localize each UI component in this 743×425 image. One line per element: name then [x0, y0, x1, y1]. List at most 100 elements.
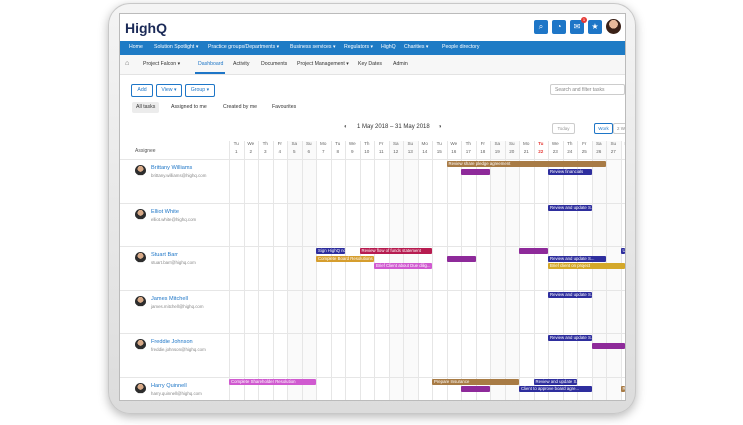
assignee-email: stuart.barr@highq.com [151, 260, 196, 265]
day-number-label: 4 [278, 149, 282, 154]
avatar [135, 208, 146, 220]
task-bar[interactable] [446, 255, 476, 262]
today-button[interactable]: Today [552, 123, 575, 134]
task-bar[interactable]: Review and update S... [548, 291, 592, 298]
row-divider [120, 202, 625, 204]
task-bar[interactable]: Prepare Insurance [432, 378, 519, 385]
view-work-button[interactable]: Work [594, 123, 613, 134]
task-bar[interactable]: Update fee... [620, 248, 625, 254]
task-bar[interactable]: Client to approve board agre... [519, 386, 592, 392]
prev-month-icon[interactable]: ◐ [344, 124, 348, 130]
active-tab-indicator [195, 72, 225, 74]
day-number-label: 7 [321, 149, 325, 154]
assignee-name[interactable]: Harry Quinnell [151, 382, 187, 389]
add-button[interactable]: Add [131, 84, 153, 97]
task-bar[interactable]: Complete Board Resolutions [316, 255, 374, 262]
nav-business-services[interactable]: Business services ▾ [290, 44, 336, 50]
day-number-label: 27 [610, 149, 616, 154]
task-bar[interactable] [461, 168, 490, 175]
day-of-week-label: Fr [582, 141, 587, 146]
nav-solution-spotlight[interactable]: Solution Spotlight ▾ [154, 44, 199, 50]
nav-home[interactable]: Home [129, 44, 143, 50]
project-selector[interactable]: Project Falcon ▾ [143, 61, 181, 67]
assignee-name[interactable]: Brittany Williams [151, 165, 193, 171]
day-number-label: 3 [263, 149, 267, 154]
task-bar[interactable]: Review share pledge agreement [446, 161, 606, 167]
tab-dashboard[interactable]: Dashboard [198, 61, 224, 67]
task-bar[interactable]: Sign HighQ non... [316, 248, 345, 254]
search-tasks-input[interactable]: Search and filter tasks [550, 84, 625, 95]
task-bar[interactable]: Review... [620, 386, 625, 392]
task-bar[interactable]: Brief Client about Due dilig... [374, 263, 432, 269]
task-bar[interactable] [519, 248, 548, 254]
nav-regulators[interactable]: Regulators ▾ [344, 44, 374, 50]
day-column [345, 141, 360, 400]
bell-icon[interactable]: ◔ [552, 20, 566, 34]
assignee-name[interactable]: Elliot White [151, 208, 179, 215]
task-bar[interactable]: Brief client on project [548, 263, 625, 269]
day-of-week-label: Mo [320, 141, 327, 146]
assignee-email: brittany.williams@highq.com [151, 173, 207, 178]
day-of-week-label: Mo [523, 141, 530, 146]
group-button[interactable]: Group ▾ [185, 84, 215, 97]
tab-key-dates[interactable]: Key Dates [358, 61, 382, 67]
day-number-label: 11 [378, 149, 384, 154]
day-column [591, 141, 606, 400]
day-of-week-label: Tu [436, 141, 442, 146]
task-bar[interactable]: Review and update S... [548, 335, 592, 341]
assignee-email: elliot.white@highq.com [151, 216, 197, 222]
day-column [577, 141, 592, 400]
star-icon[interactable]: ★ [588, 20, 602, 34]
day-number-label: 15 [436, 149, 442, 154]
assignee-name[interactable]: James Mitchell [151, 295, 188, 302]
task-bar[interactable]: Complete Shareholder Resolution [229, 378, 316, 385]
day-column [533, 141, 549, 400]
task-bar[interactable]: Review and update S... [548, 204, 592, 211]
day-of-week-label: Fr [277, 141, 282, 146]
tab-admin[interactable]: Admin [393, 61, 408, 67]
day-of-week-label: We [348, 141, 356, 146]
tab-documents[interactable]: Documents [261, 61, 288, 67]
view-2w-button[interactable]: 2 W [613, 123, 625, 134]
avatar [135, 252, 146, 263]
nav-highq[interactable]: HighQ [381, 44, 396, 50]
task-bar[interactable]: Review financials [548, 168, 592, 175]
filter-favourites[interactable]: Favourites [272, 104, 297, 110]
highq-logo[interactable]: HighQ [125, 20, 167, 36]
filter-all-tasks[interactable]: All tasks [132, 102, 160, 113]
row-divider [120, 289, 625, 291]
avatar [135, 339, 146, 350]
day-of-week-label: We [551, 141, 559, 146]
day-number-label: 12 [393, 149, 399, 154]
task-bar[interactable] [591, 342, 625, 349]
nav-charities[interactable]: Charities ▾ [404, 44, 429, 50]
task-bar[interactable]: Review flow of funds statement [359, 248, 432, 254]
day-number-label: 14 [422, 149, 428, 154]
tab-project-management[interactable]: Project Management ▾ [297, 61, 349, 67]
main-nav: Home Solution Spotlight ▾ Practice group… [120, 41, 625, 55]
search-icon[interactable]: ⌕ [534, 20, 548, 34]
user-avatar[interactable] [606, 19, 621, 34]
view-button[interactable]: View ▾ [156, 84, 182, 97]
filter-created-by-me[interactable]: Created by me [223, 104, 258, 110]
home-icon[interactable]: ⌂ [125, 60, 130, 67]
day-of-week-label: Su [610, 141, 617, 146]
day-number-label: 13 [407, 149, 413, 154]
task-bar[interactable]: Review and update S... [533, 378, 577, 385]
day-number-label: 10 [364, 149, 370, 154]
top-bar: HighQ ⌕ ◔ ✉ 1 ★ [120, 14, 625, 41]
avatar [135, 295, 146, 307]
filter-assigned-to-me[interactable]: Assigned to me [171, 104, 207, 110]
nav-practice-groups[interactable]: Practice groups/Departments ▾ [208, 44, 280, 50]
task-bar[interactable]: Review and update S... [548, 255, 606, 262]
nav-people-directory[interactable]: People directory [442, 44, 480, 50]
day-column [548, 141, 563, 400]
day-column [417, 141, 433, 400]
task-bar[interactable] [461, 386, 490, 392]
assignee-name[interactable]: Freddie Johnson [151, 339, 193, 345]
mail-icon[interactable]: ✉ 1 [570, 17, 587, 34]
tab-activity[interactable]: Activity [233, 61, 250, 67]
assignee-email: james.mitchell@highq.com [151, 303, 204, 309]
next-month-icon[interactable]: ◑ [438, 124, 442, 130]
assignee-name[interactable]: Stuart Barr [151, 252, 179, 258]
